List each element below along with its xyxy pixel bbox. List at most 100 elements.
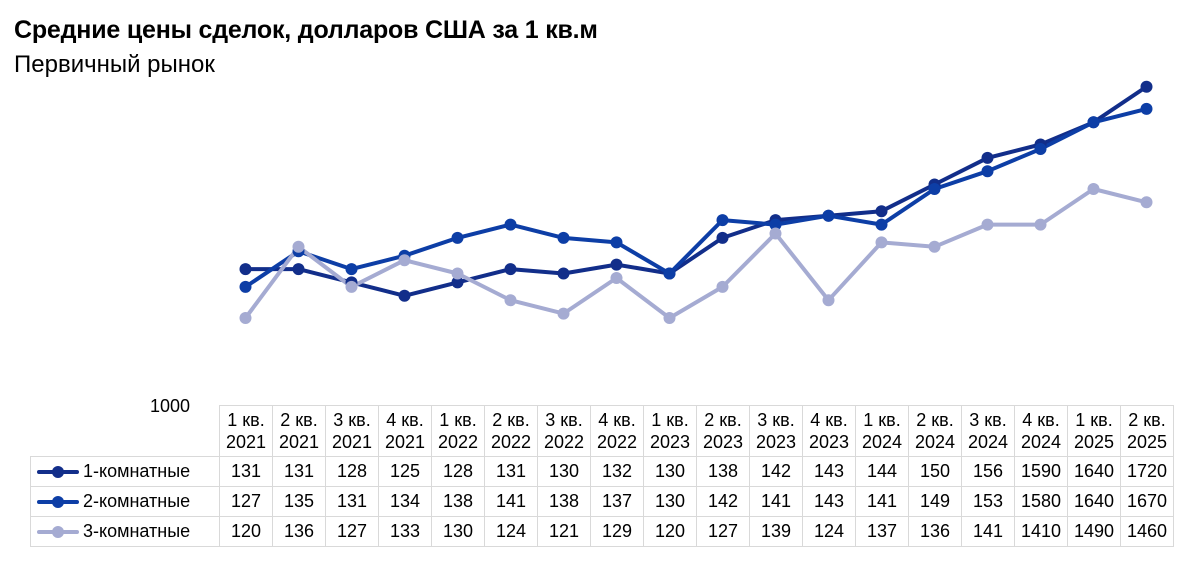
data-label: 136 xyxy=(272,516,326,547)
y-axis-label: 1000 xyxy=(150,396,191,416)
category-quarter: 2 кв. xyxy=(916,410,954,430)
data-label: 141 xyxy=(961,516,1015,547)
category-quarter: 1 кв. xyxy=(1075,410,1113,430)
category-year: 2022 xyxy=(437,432,479,452)
category-year: 2023 xyxy=(755,432,797,452)
category-label: 1 кв. 2023 xyxy=(643,405,697,457)
data-label: 131 xyxy=(219,456,273,487)
data-point xyxy=(981,151,994,164)
legend-entry: 2-комнатные xyxy=(30,486,220,517)
category-label: 1 кв. 2025 xyxy=(1067,405,1121,457)
data-label: 130 xyxy=(537,456,591,487)
data-point xyxy=(1034,218,1047,231)
data-label: 143 xyxy=(802,486,856,517)
data-label: 1580 xyxy=(1014,486,1068,517)
category-year: 2021 xyxy=(331,432,373,452)
data-label: 127 xyxy=(696,516,750,547)
category-year: 2024 xyxy=(861,432,903,452)
data-label: 125 xyxy=(378,456,432,487)
chart-title: Средние цены сделок, долларов США за 1 к… xyxy=(14,16,598,44)
data-point xyxy=(451,267,464,280)
legend-label: 3-комнатные xyxy=(83,521,191,541)
data-point xyxy=(239,280,252,293)
category-label: 2 кв. 2021 xyxy=(272,405,326,457)
data-label: 132 xyxy=(590,456,644,487)
category-quarter: 4 кв. xyxy=(810,410,848,430)
data-label: 149 xyxy=(908,486,962,517)
category-label: 4 кв. 2023 xyxy=(802,405,856,457)
data-point xyxy=(557,307,570,320)
category-label: 4 кв. 2022 xyxy=(590,405,644,457)
data-point xyxy=(663,267,676,280)
data-label: 1410 xyxy=(1014,516,1068,547)
data-point xyxy=(398,254,411,267)
data-point xyxy=(1034,143,1047,155)
data-label: 120 xyxy=(643,516,697,547)
category-quarter: 2 кв. xyxy=(280,410,318,430)
category-quarter: 2 кв. xyxy=(1128,410,1166,430)
data-point xyxy=(1140,80,1153,93)
data-label: 124 xyxy=(802,516,856,547)
data-label: 128 xyxy=(431,456,485,487)
line-chart xyxy=(239,80,1153,324)
category-year: 2021 xyxy=(384,432,426,452)
data-point xyxy=(1087,116,1100,129)
category-year: 2022 xyxy=(490,432,532,452)
data-point xyxy=(822,294,835,307)
category-quarter: 2 кв. xyxy=(704,410,742,430)
data-point xyxy=(292,240,305,253)
data-point xyxy=(1140,102,1153,115)
data-label: 137 xyxy=(855,516,909,547)
data-point xyxy=(769,227,782,240)
category-year: 2021 xyxy=(278,432,320,452)
data-point xyxy=(292,263,305,276)
category-label: 1 кв. 2024 xyxy=(855,405,909,457)
legend-swatch xyxy=(35,466,81,479)
data-point xyxy=(610,272,623,284)
data-label: 138 xyxy=(696,456,750,487)
data-point xyxy=(1087,183,1100,195)
data-label: 156 xyxy=(961,456,1015,487)
data-label: 1490 xyxy=(1067,516,1121,547)
data-point xyxy=(716,280,729,293)
category-label: 2 кв. 2025 xyxy=(1120,405,1174,457)
data-point xyxy=(716,231,729,244)
data-label: 138 xyxy=(431,486,485,517)
data-point xyxy=(398,289,411,302)
category-quarter: 2 кв. xyxy=(492,410,530,430)
data-label: 124 xyxy=(484,516,538,547)
category-label: 3 кв. 2022 xyxy=(537,405,591,457)
data-label: 1720 xyxy=(1120,456,1174,487)
data-point xyxy=(345,280,358,293)
data-label: 130 xyxy=(643,456,697,487)
category-year: 2025 xyxy=(1126,432,1168,452)
category-quarter: 4 кв. xyxy=(598,410,636,430)
data-point xyxy=(610,236,623,249)
category-label: 3 кв. 2024 xyxy=(961,405,1015,457)
chart-subtitle: Первичный рынок xyxy=(14,51,215,78)
data-label: 131 xyxy=(325,486,379,517)
data-point xyxy=(239,263,252,276)
data-point xyxy=(769,218,782,231)
data-label: 141 xyxy=(749,486,803,517)
category-label: 4 кв. 2024 xyxy=(1014,405,1068,457)
series-line xyxy=(243,187,1149,320)
legend-entry: 3-комнатные xyxy=(30,516,220,547)
category-quarter: 1 кв. xyxy=(863,410,901,430)
data-label: 1640 xyxy=(1067,456,1121,487)
legend-label: 1-комнатные xyxy=(83,461,191,481)
data-point xyxy=(557,231,570,244)
category-year: 2023 xyxy=(808,432,850,452)
table-corner xyxy=(31,406,220,457)
category-label: 2 кв. 2023 xyxy=(696,405,750,457)
category-label: 4 кв. 2021 xyxy=(378,405,432,457)
data-label: 141 xyxy=(484,486,538,517)
category-label: 3 кв. 2021 xyxy=(325,405,379,457)
category-year: 2023 xyxy=(649,432,691,452)
category-year: 2025 xyxy=(1073,432,1115,452)
legend-label: 2-комнатные xyxy=(83,491,191,511)
data-point xyxy=(981,218,994,231)
data-label: 121 xyxy=(537,516,591,547)
data-label: 1590 xyxy=(1014,456,1068,487)
data-point xyxy=(663,312,676,324)
